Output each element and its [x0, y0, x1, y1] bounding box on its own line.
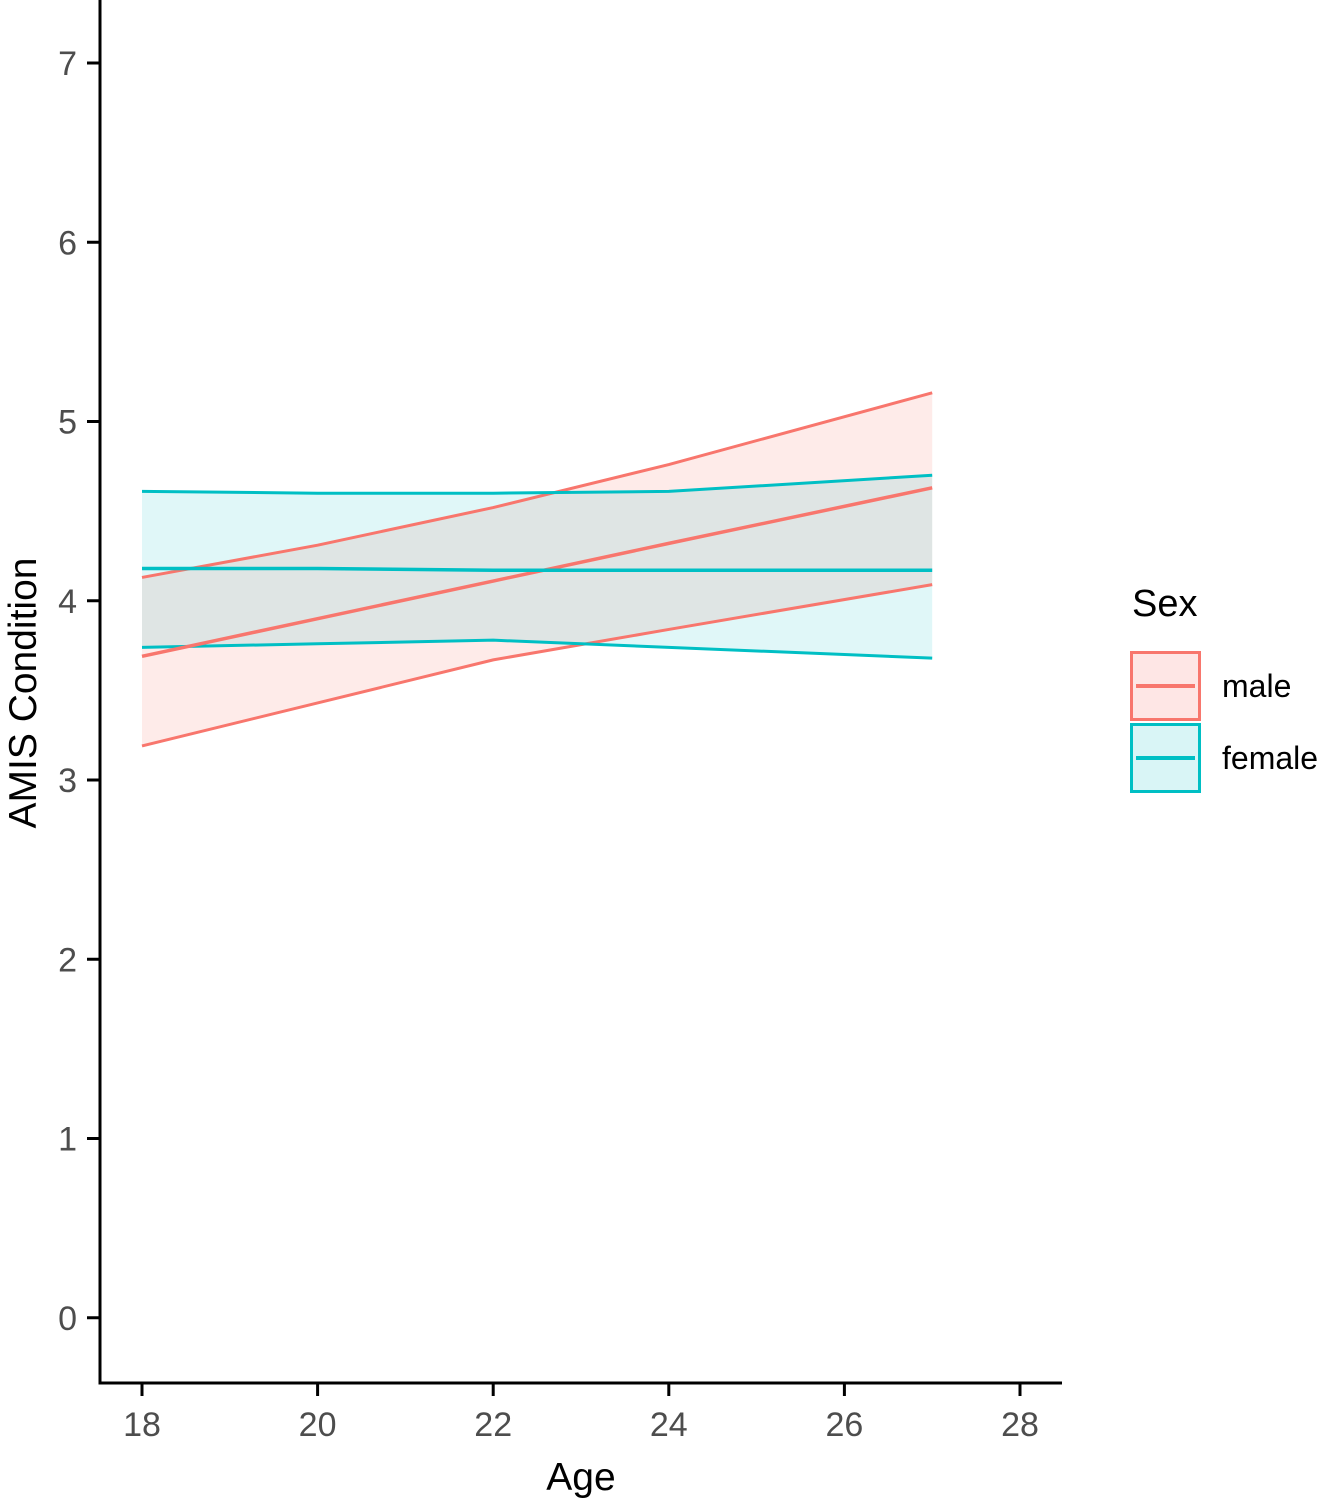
- y-tick-label: 7: [58, 45, 77, 83]
- male-line-sample: [1136, 684, 1195, 689]
- female-ci-lower-edge: [141, 638, 933, 660]
- female-fit-line: [142, 566, 933, 573]
- axis-ticks: [87, 61, 1022, 1396]
- y-tick-label: 1: [58, 1121, 77, 1159]
- y-tick-label: 5: [58, 404, 77, 442]
- x-axis-title: Age: [546, 1456, 615, 1499]
- x-tick-label: 24: [650, 1406, 688, 1444]
- female-line-sample: [1136, 756, 1195, 761]
- y-axis-title: AMIS Condition: [2, 558, 45, 829]
- female-ribbon-swatch: [1130, 723, 1201, 794]
- x-tick-label: 28: [1001, 1406, 1039, 1444]
- x-tick-label: 20: [299, 1406, 337, 1444]
- x-tick-label: 18: [123, 1406, 161, 1444]
- legend-title: Sex: [1132, 583, 1198, 625]
- y-tick-label: 0: [58, 1300, 77, 1338]
- y-tick-label: 2: [58, 941, 77, 979]
- x-tick-label: 26: [825, 1406, 863, 1444]
- confidence-interval-borders: [141, 391, 933, 748]
- x-tick-label: 22: [474, 1406, 512, 1444]
- legend-item-female: female: [1130, 723, 1318, 794]
- legend-item-male: male: [1130, 651, 1318, 722]
- male-ci-upper-edge: [141, 391, 933, 579]
- axis-tick-labels: 18 20 22 24 26 28 0 1 2 3 4 5 6 7: [58, 45, 1039, 1444]
- legend: Sex male female: [1130, 583, 1318, 794]
- male-ribbon-swatch: [1130, 651, 1201, 722]
- male-fit-line: [141, 486, 933, 659]
- male-ci-lower-edge: [141, 583, 933, 748]
- y-tick-label: 4: [58, 583, 77, 621]
- y-tick-label: 6: [58, 224, 77, 262]
- legend-label-male: male: [1222, 667, 1292, 704]
- y-tick-label: 3: [58, 762, 77, 800]
- legend-label-female: female: [1222, 739, 1319, 776]
- female-ci-upper-edge: [141, 473, 933, 495]
- fitted-lines: [141, 486, 933, 659]
